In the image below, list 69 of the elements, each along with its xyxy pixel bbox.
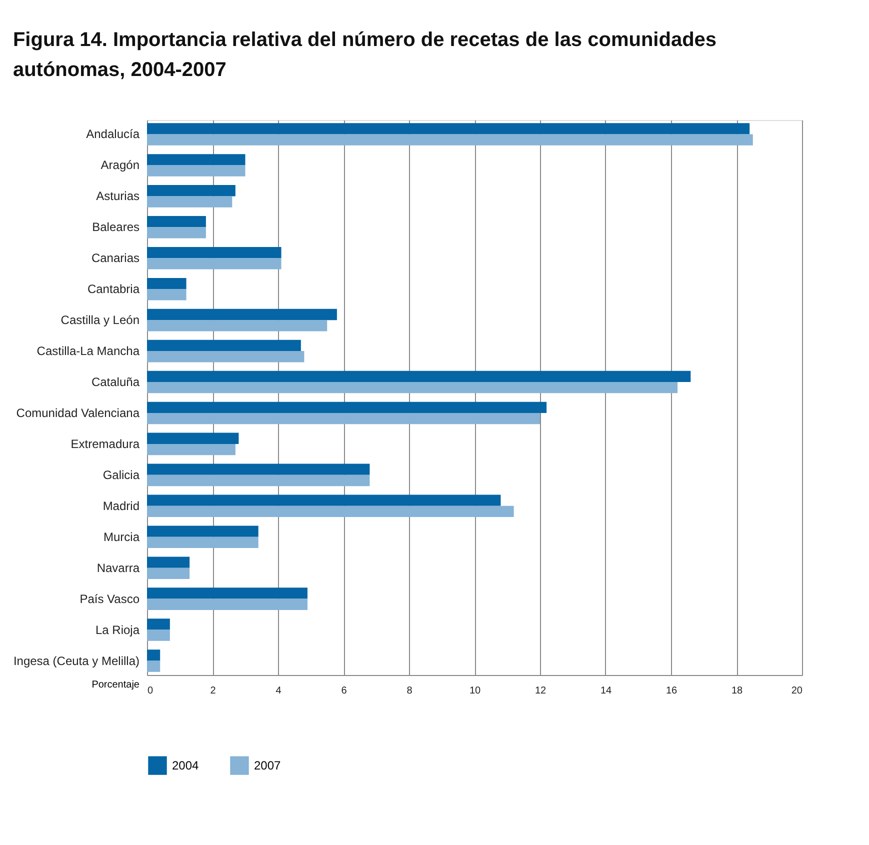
bar	[147, 382, 678, 394]
bar	[147, 154, 246, 166]
legend-label: 2004	[172, 758, 200, 773]
y-tick-label: Madrid	[102, 498, 140, 513]
x-tick-label: 12	[534, 686, 546, 696]
bar	[147, 185, 236, 196]
bar	[147, 123, 750, 134]
y-tick-label: Castilla y León	[60, 313, 140, 328]
y-tick-label: Navarra	[96, 560, 140, 575]
x-tick-label: 4	[276, 686, 282, 696]
y-tick-label: País Vasco	[80, 592, 140, 606]
bar	[147, 258, 282, 270]
bar	[147, 402, 547, 413]
bar	[147, 506, 514, 518]
y-tick-label: Galicia	[102, 468, 140, 482]
bar	[147, 588, 308, 599]
bar	[147, 289, 186, 300]
bar	[147, 216, 206, 228]
y-tick-label: Cataluña	[91, 375, 140, 390]
x-axis-title: Porcentaje	[92, 680, 140, 690]
bar	[147, 464, 370, 475]
bar	[147, 598, 308, 610]
bar	[147, 444, 236, 456]
bar	[147, 474, 370, 486]
bar	[147, 246, 282, 258]
x-tick-label: 18	[731, 686, 743, 696]
y-tick-label: Ingesa (Ceuta y Melilla)	[13, 654, 140, 668]
bar	[147, 370, 691, 382]
x-tick-label: 16	[666, 686, 678, 696]
y-tick-label: Asturias	[96, 189, 140, 204]
x-tick-label: 2	[210, 686, 216, 696]
y-tick-label: Andalucía	[86, 127, 140, 142]
bar	[147, 196, 232, 208]
bar	[147, 568, 190, 579]
bar	[147, 526, 258, 537]
bar	[147, 660, 160, 672]
y-tick-label: La Rioja	[95, 622, 140, 637]
bar	[147, 432, 239, 444]
chart-title: Figura 14. Importancia relativa del número de recetas de las comunidades autónomas, 2004-2007	[12, 29, 717, 81]
bar	[147, 227, 206, 238]
y-tick-label: Canarias	[91, 251, 140, 266]
bar	[147, 278, 186, 290]
bar	[147, 494, 501, 506]
x-tick-label: 14	[600, 686, 612, 696]
bar	[147, 630, 170, 641]
legend-label: 2007	[254, 758, 282, 773]
x-tick-label: 20	[791, 686, 803, 696]
bar	[147, 351, 304, 362]
bar	[147, 308, 337, 320]
x-tick-label: 6	[341, 686, 348, 696]
bar	[147, 536, 258, 548]
x-tick-label: 0	[148, 686, 154, 696]
y-tick-label: Castilla-La Mancha	[36, 344, 140, 358]
y-tick-label: Cantabria	[87, 282, 140, 296]
bar	[147, 134, 753, 146]
y-tick-label: Aragón	[100, 158, 140, 172]
bar	[147, 412, 540, 424]
bar	[147, 650, 160, 661]
bar	[147, 320, 328, 332]
x-tick-label: 8	[406, 686, 413, 696]
bar	[147, 618, 170, 630]
y-tick-label: Baleares	[92, 220, 140, 234]
bar	[147, 556, 190, 568]
y-tick-label: Comunidad Valenciana	[16, 406, 140, 420]
y-tick-label: Extremadura	[70, 436, 140, 451]
bar	[147, 340, 301, 352]
x-tick-label: 10	[469, 686, 481, 696]
y-tick-label: Murcia	[103, 530, 140, 544]
bar	[147, 165, 246, 176]
